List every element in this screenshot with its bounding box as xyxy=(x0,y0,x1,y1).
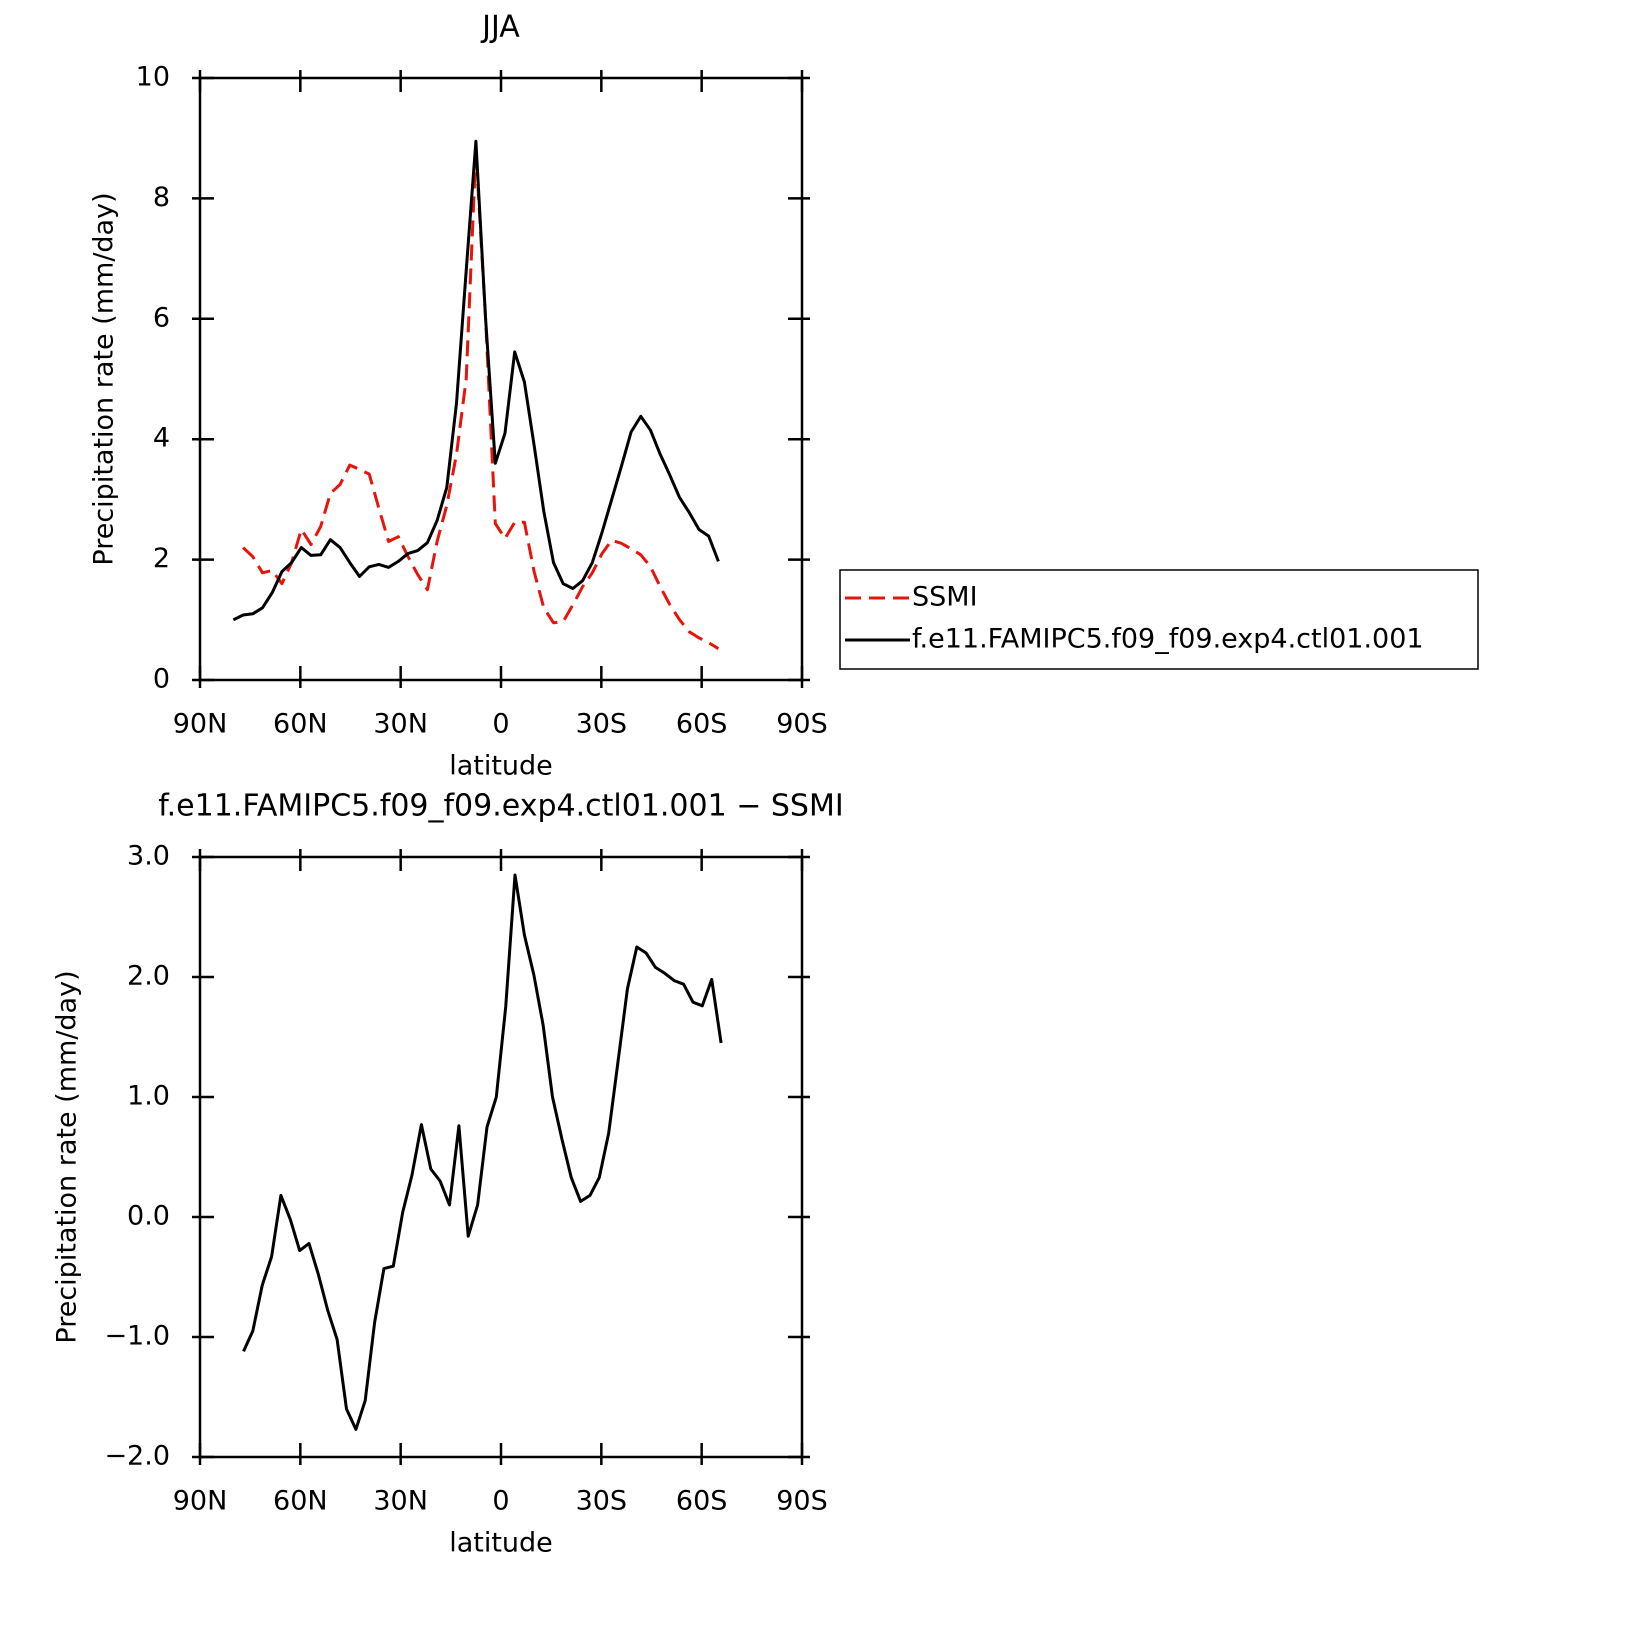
y-tick-label: 3.0 xyxy=(127,841,170,872)
y-tick-label: 8 xyxy=(153,182,170,213)
legend-label: f.e11.FAMIPC5.f09_f09.exp4.ctl01.001 xyxy=(912,624,1424,655)
x-tick-label: 0 xyxy=(492,709,509,740)
x-tick-label: 90N xyxy=(173,1486,228,1517)
x-tick-label: 90S xyxy=(776,709,828,740)
y-tick-label: −2.0 xyxy=(104,1441,170,1472)
y-tick-label: 0.0 xyxy=(127,1201,170,1232)
chart-title: f.e11.FAMIPC5.f09_f09.exp4.ctl01.001 − S… xyxy=(158,789,843,824)
x-tick-label: 0 xyxy=(492,1486,509,1517)
y-tick-label: 4 xyxy=(153,423,170,454)
series-line xyxy=(242,873,723,1431)
x-tick-label: 30S xyxy=(576,709,628,740)
x-tick-label: 90N xyxy=(173,709,228,740)
x-axis-label: latitude xyxy=(449,751,553,782)
x-tick-label: 90S xyxy=(776,1486,828,1517)
x-tick-label: 30S xyxy=(576,1486,628,1517)
x-tick-label: 60S xyxy=(676,709,728,740)
x-tick-label: 30N xyxy=(373,1486,428,1517)
plot-frame xyxy=(198,855,804,1459)
x-axis-label: latitude xyxy=(449,1528,553,1559)
plot-frame xyxy=(198,76,804,682)
y-tick-label: 6 xyxy=(153,302,170,333)
y-tick-label: 0 xyxy=(153,664,170,695)
y-tick-label: 1.0 xyxy=(127,1081,170,1112)
x-tick-label: 30N xyxy=(373,709,428,740)
y-tick-label: 10 xyxy=(136,62,170,93)
legend-label: SSMI xyxy=(912,582,978,613)
y-tick-label: 2 xyxy=(153,543,170,574)
y-tick-label: −1.0 xyxy=(104,1321,170,1352)
chart-title: JJA xyxy=(480,10,520,45)
y-axis-label: Precipitation rate (mm/day) xyxy=(52,970,83,1343)
legend-box xyxy=(839,569,1479,670)
x-tick-label: 60N xyxy=(273,1486,328,1517)
y-axis-label: Precipitation rate (mm/day) xyxy=(89,192,120,565)
x-tick-label: 60S xyxy=(676,1486,728,1517)
x-tick-label: 60N xyxy=(273,709,328,740)
series-line xyxy=(232,139,720,622)
y-tick-label: 2.0 xyxy=(127,961,170,992)
